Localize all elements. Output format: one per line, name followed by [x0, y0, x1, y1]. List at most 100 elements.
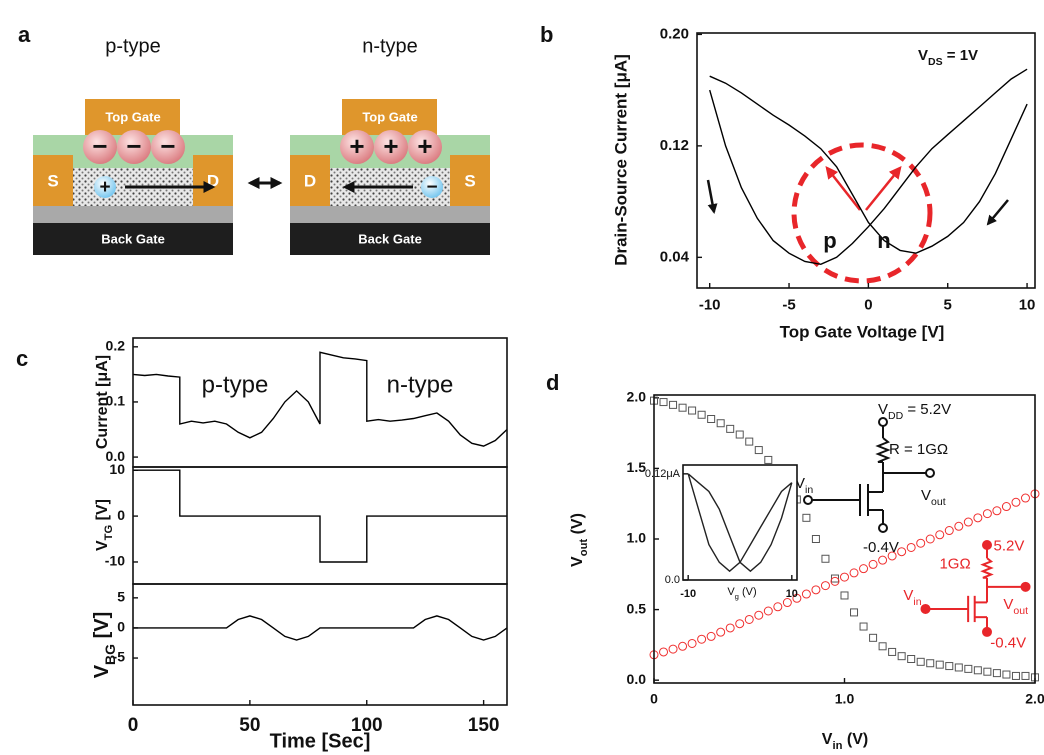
circuit-terminal [878, 523, 888, 533]
circuit-label: 1GΩ [939, 556, 970, 573]
x-tick-label: 1.0 [835, 690, 855, 706]
circle-marker [744, 614, 754, 624]
circuit-label-part: V [921, 487, 931, 504]
circle-marker [887, 551, 897, 561]
circuit-label-part: V [903, 587, 913, 604]
circuit-label-part: out [1013, 605, 1028, 617]
circle-marker [792, 593, 802, 603]
x-axis-label-part: g [735, 592, 739, 601]
x-axis-label-part: in [832, 740, 842, 752]
circuit-terminal [1020, 581, 1031, 592]
circuit-label: Vout [1003, 596, 1028, 617]
circle-marker [906, 542, 916, 552]
circle-marker [868, 559, 878, 569]
circle-marker [811, 585, 821, 595]
square-marker [945, 662, 954, 671]
circle-marker [840, 572, 849, 582]
data-line [133, 469, 507, 563]
y-tick-label: 0 [117, 507, 125, 523]
panel-label: a [18, 22, 31, 47]
y-axis-label: Vout (V) [569, 513, 590, 567]
x-tick-label: 0 [864, 296, 872, 313]
circuit-terminal [920, 603, 931, 614]
panel-label: b [540, 22, 553, 47]
circle-marker [1001, 502, 1011, 512]
x-tick-label: 0 [128, 715, 139, 736]
x-axis-label: Top Gate Voltage [V] [780, 322, 945, 341]
gate-charge [340, 130, 374, 164]
circle-marker [678, 641, 688, 651]
data-line [132, 351, 508, 447]
contact [33, 155, 73, 206]
y-tick-label: 0.04 [660, 248, 690, 265]
circle-marker [716, 627, 726, 637]
contact [290, 155, 330, 206]
x-tick-label: 150 [468, 715, 500, 736]
circle-marker [925, 534, 935, 544]
x-axis-label-part: (V) [842, 731, 868, 748]
circle-marker [963, 517, 973, 527]
highlight-circle [791, 142, 933, 284]
square-marker [888, 647, 897, 656]
square-marker [659, 398, 668, 407]
circuit-label: Vout [921, 487, 946, 508]
circuit-label-part: V [795, 475, 805, 492]
data-line [687, 473, 793, 573]
square-marker [926, 659, 935, 668]
y-tick-label: 1.5 [627, 459, 647, 475]
circle-marker [668, 644, 678, 654]
y-axis-label-part: TG [103, 524, 115, 540]
circle-marker [849, 568, 859, 578]
circuit-label-part: out [931, 496, 946, 508]
circuit-label-part: V [878, 401, 888, 418]
y-axis-label: Current [μA] [94, 355, 111, 449]
x-tick-label: 100 [351, 715, 383, 736]
circuit-label-part: DD [888, 410, 904, 422]
square-marker [688, 406, 697, 415]
circuit-label: Vin [795, 475, 813, 496]
y-axis-label: VBG [V] [91, 612, 117, 679]
carrier [94, 176, 116, 198]
gate-charge [117, 130, 151, 164]
y-axis-label-part: BG [102, 644, 118, 665]
circuit-label: 5.2V [994, 538, 1025, 555]
contact-label: S [47, 171, 58, 190]
circle-marker [878, 555, 888, 565]
square-marker [735, 430, 744, 439]
y-tick-label: 0.12μA [645, 468, 681, 480]
circle-marker [982, 509, 992, 519]
x-axis-label-part: V [822, 731, 833, 748]
carrier-sign: + [99, 177, 110, 198]
contact [450, 155, 490, 206]
circle-marker [706, 631, 716, 641]
y-axis-label-part: out [578, 539, 590, 557]
panel-label: c [16, 346, 28, 371]
circle-marker [944, 526, 954, 536]
top-gate [342, 99, 437, 135]
y-tick-label: 0.0 [627, 671, 647, 687]
square-marker [1011, 671, 1020, 680]
circle-marker [830, 576, 840, 586]
circle-marker [725, 623, 735, 633]
circuit-label-part: in [913, 596, 921, 608]
circle-marker [773, 602, 783, 612]
data-line [709, 68, 1028, 266]
y-axis-label: Drain-Source Current [μA] [611, 54, 630, 266]
square-marker [916, 657, 925, 666]
circle-marker [935, 530, 945, 540]
y-axis-label-part: [V] [94, 499, 111, 525]
circle-marker [1020, 493, 1030, 503]
gate-charge [83, 130, 117, 164]
gate-charge-sign: + [417, 131, 432, 161]
circle-marker [687, 638, 697, 648]
carrier-sign: − [426, 177, 437, 198]
gate-charge-sign: − [126, 131, 141, 161]
y-tick-label: 1.0 [627, 530, 647, 546]
y-tick-label: 0.12 [660, 137, 689, 154]
square-marker [935, 660, 944, 669]
circle-marker [897, 547, 907, 557]
circuit-terminal [878, 417, 888, 427]
annotation: p-type [202, 371, 269, 398]
plot-frame [682, 464, 798, 581]
y-axis-label-part: (V) [569, 513, 586, 539]
